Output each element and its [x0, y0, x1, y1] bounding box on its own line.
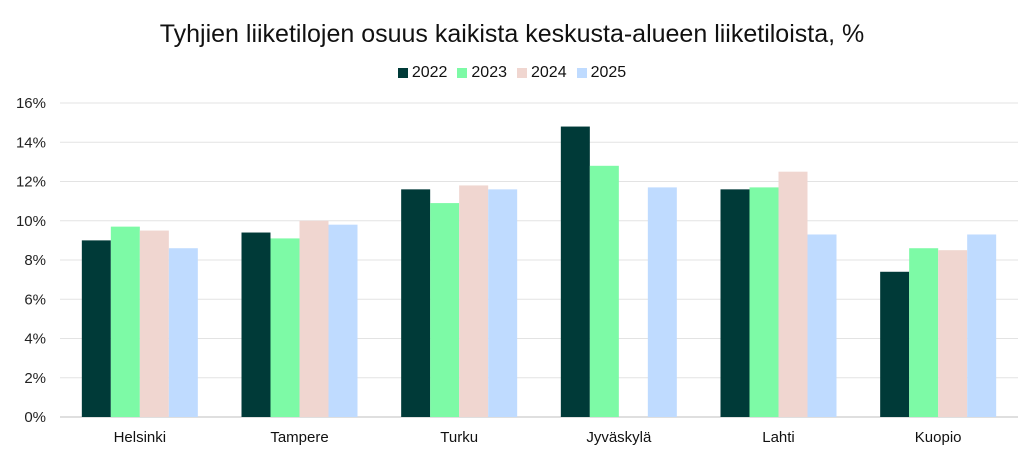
legend-label: 2024: [531, 64, 567, 81]
legend-label: 2023: [471, 64, 507, 81]
bar: [647, 187, 677, 417]
legend-item: 2022: [397, 64, 448, 82]
y-tick-label: 12%: [16, 174, 46, 191]
x-tick-label: Helsinki: [114, 429, 167, 446]
x-tick-label: Tampere: [270, 429, 328, 446]
bar: [328, 224, 358, 417]
bar: [110, 226, 140, 417]
y-tick-label: 10%: [16, 213, 46, 230]
x-tick-label: Turku: [440, 429, 478, 446]
legend-label: 2025: [590, 64, 627, 81]
legend-item: 2024: [517, 64, 567, 82]
bar: [459, 185, 489, 417]
legend-swatch: [517, 68, 527, 78]
legend: 2022 2023 2024 2025: [0, 64, 1024, 82]
bar: [270, 238, 300, 417]
bar: [778, 171, 808, 417]
y-tick-label: 0%: [24, 409, 46, 426]
legend-item: 2023: [457, 64, 507, 82]
bar: [589, 165, 619, 417]
bar: [749, 187, 779, 417]
y-tick-label: 2%: [24, 370, 46, 387]
y-tick-label: 4%: [24, 331, 46, 348]
bar: [168, 248, 198, 417]
bar: [401, 189, 431, 417]
x-tick-label: Kuopio: [915, 429, 962, 446]
bar: [81, 240, 111, 417]
x-tick-label: Jyväskylä: [586, 429, 652, 446]
bar: [299, 220, 329, 417]
bar: [139, 230, 169, 417]
x-tick-label: Lahti: [762, 429, 795, 446]
bar: [880, 271, 910, 417]
legend-swatch: [457, 68, 468, 78]
y-tick-label: 6%: [24, 291, 46, 308]
legend-swatch: [397, 68, 408, 78]
bar: [938, 250, 968, 417]
bar: [430, 203, 460, 417]
legend-swatch: [576, 68, 587, 78]
legend-label: 2022: [411, 64, 448, 81]
bar: [720, 189, 750, 417]
y-tick-label: 16%: [16, 95, 46, 112]
bar: [909, 248, 939, 417]
bar: [807, 234, 837, 417]
bar: [241, 232, 271, 417]
y-tick-label: 14%: [16, 134, 46, 151]
chart-title: Tyhjien liiketilojen osuus kaikista kesk…: [159, 20, 865, 48]
legend-item: 2025: [576, 64, 627, 82]
bar: [560, 126, 590, 418]
y-tick-label: 8%: [24, 252, 46, 269]
bar: [488, 189, 518, 417]
bar: [967, 234, 997, 417]
